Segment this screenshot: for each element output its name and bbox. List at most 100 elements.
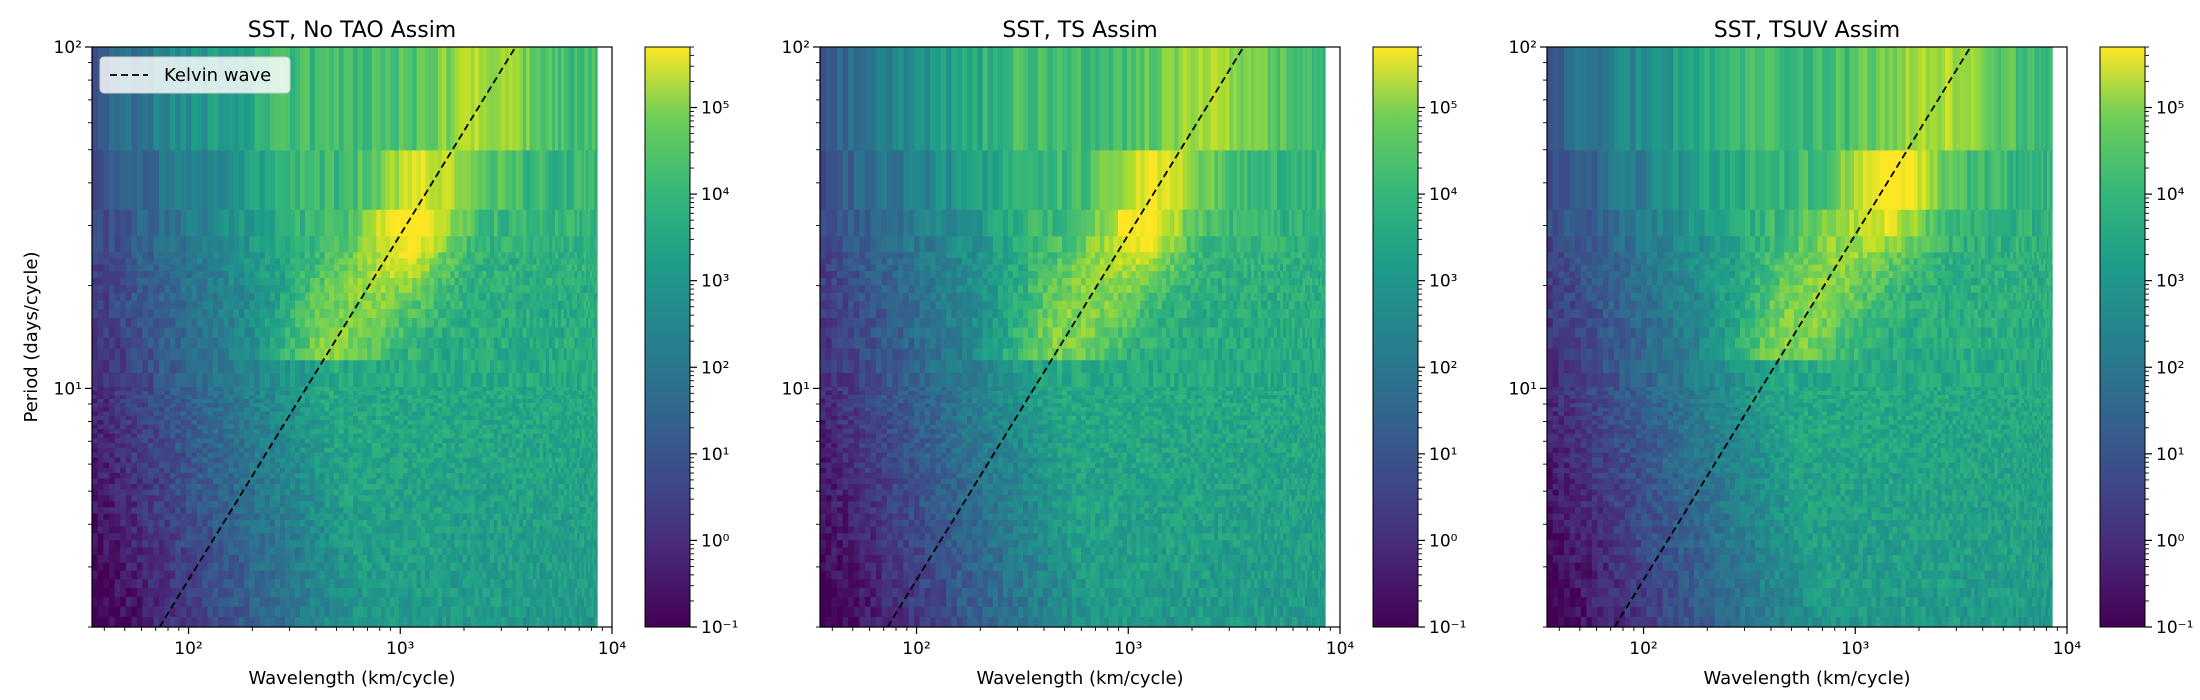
heatmap-cell [376, 407, 381, 412]
heatmap-cell [459, 457, 464, 463]
heatmap-cell [148, 495, 154, 502]
heatmap-cell [463, 415, 468, 420]
heatmap-cell [353, 519, 358, 526]
heatmap-cell [234, 386, 240, 391]
heatmap-cell [519, 394, 523, 399]
heatmap-cell [362, 415, 367, 420]
heatmap-cell [408, 554, 413, 562]
heatmap-cell [98, 462, 104, 468]
heatmap-cell [434, 533, 439, 541]
heatmap-cell [234, 513, 240, 520]
heatmap-cell [280, 606, 286, 617]
heatmap-cell [329, 513, 334, 520]
heatmap-cell [501, 398, 505, 403]
heatmap-cell [164, 483, 170, 489]
heatmap-cell [98, 424, 104, 429]
heatmap-cell [270, 403, 276, 408]
heatmap-cell [394, 457, 399, 463]
heatmap-cell [159, 407, 165, 412]
heatmap-cell [255, 533, 261, 541]
heatmap-cell [280, 398, 286, 403]
heatmap-cell [213, 562, 219, 571]
heatmap-cell [425, 442, 430, 447]
heatmap-cell [362, 438, 367, 443]
heatmap-cell [305, 489, 311, 495]
heatmap-cell [471, 438, 476, 443]
heatmap-cell [192, 372, 198, 387]
heatmap-cell [208, 407, 214, 412]
heatmap-cell [255, 579, 261, 588]
heatmap-cell [339, 411, 344, 416]
heatmap-cell [367, 489, 372, 495]
heatmap-cell [300, 452, 306, 458]
heatmap-cell [315, 438, 320, 443]
heatmap-cell [344, 597, 349, 607]
heatmap-cell [390, 428, 395, 433]
heatmap-cell [482, 386, 486, 391]
heatmap-cell [234, 442, 240, 447]
heatmap-cell [385, 540, 390, 548]
heatmap-cell [310, 390, 316, 395]
heatmap-cell [305, 526, 311, 533]
heatmap-cell [310, 501, 316, 508]
heatmap-cell [120, 452, 126, 458]
heatmap-cell [186, 507, 192, 514]
heatmap-cell [421, 386, 426, 391]
heatmap-cell [334, 360, 339, 373]
heatmap-cell [475, 372, 480, 387]
heatmap-cell [270, 562, 276, 571]
heatmap-cell [244, 570, 250, 579]
heatmap-cell [159, 411, 165, 416]
heatmap-cell [280, 489, 286, 495]
heatmap-cell [376, 579, 381, 588]
heatmap-cell [260, 467, 266, 473]
heatmap-cell [381, 507, 386, 514]
heatmap-cell [467, 489, 472, 495]
heatmap-cell [310, 386, 316, 391]
heatmap-cell [300, 424, 306, 429]
heatmap-cell [390, 540, 395, 548]
heatmap-cell [475, 403, 480, 408]
heatmap-cell [463, 360, 468, 373]
heatmap-cell [417, 394, 422, 399]
heatmap-cell [239, 472, 245, 478]
heatmap-cell [109, 457, 115, 463]
heatmap-cell [329, 616, 334, 627]
heatmap-cell [181, 386, 187, 391]
heatmap-cell [103, 526, 109, 533]
heatmap-cell [170, 390, 176, 395]
heatmap-cell [362, 462, 367, 468]
heatmap-cell [329, 472, 334, 478]
heatmap-cell [394, 407, 399, 412]
heatmap-cell [324, 390, 329, 395]
heatmap-cell [509, 495, 513, 502]
heatmap-cell [181, 489, 187, 495]
heatmap-cell [367, 411, 372, 416]
heatmap-cell [109, 478, 115, 484]
heatmap-cell [417, 390, 422, 395]
heatmap-cell [260, 372, 266, 387]
heatmap-cell [126, 616, 132, 627]
heatmap-cell [509, 452, 513, 458]
heatmap-cell [450, 597, 455, 607]
heatmap-cell [381, 547, 386, 555]
heatmap-cell [137, 616, 143, 627]
heatmap-cell [509, 420, 513, 425]
heatmap-cell [516, 540, 520, 548]
heatmap-cell [315, 513, 320, 520]
heatmap-cell [390, 438, 395, 443]
heatmap-cell [218, 478, 224, 484]
heatmap-cell [320, 438, 325, 443]
heatmap-cell [260, 495, 266, 502]
heatmap-cell [255, 442, 261, 447]
heatmap-cell [285, 597, 291, 607]
heatmap-cell [202, 472, 208, 478]
heatmap-cell [295, 462, 301, 468]
heatmap-cell [159, 447, 165, 452]
heatmap-cell [218, 606, 224, 617]
heatmap-cell [421, 415, 426, 420]
heatmap-cell [403, 438, 408, 443]
heatmap-cell [344, 447, 349, 452]
heatmap-cell [463, 597, 468, 607]
heatmap-cell [434, 467, 439, 473]
